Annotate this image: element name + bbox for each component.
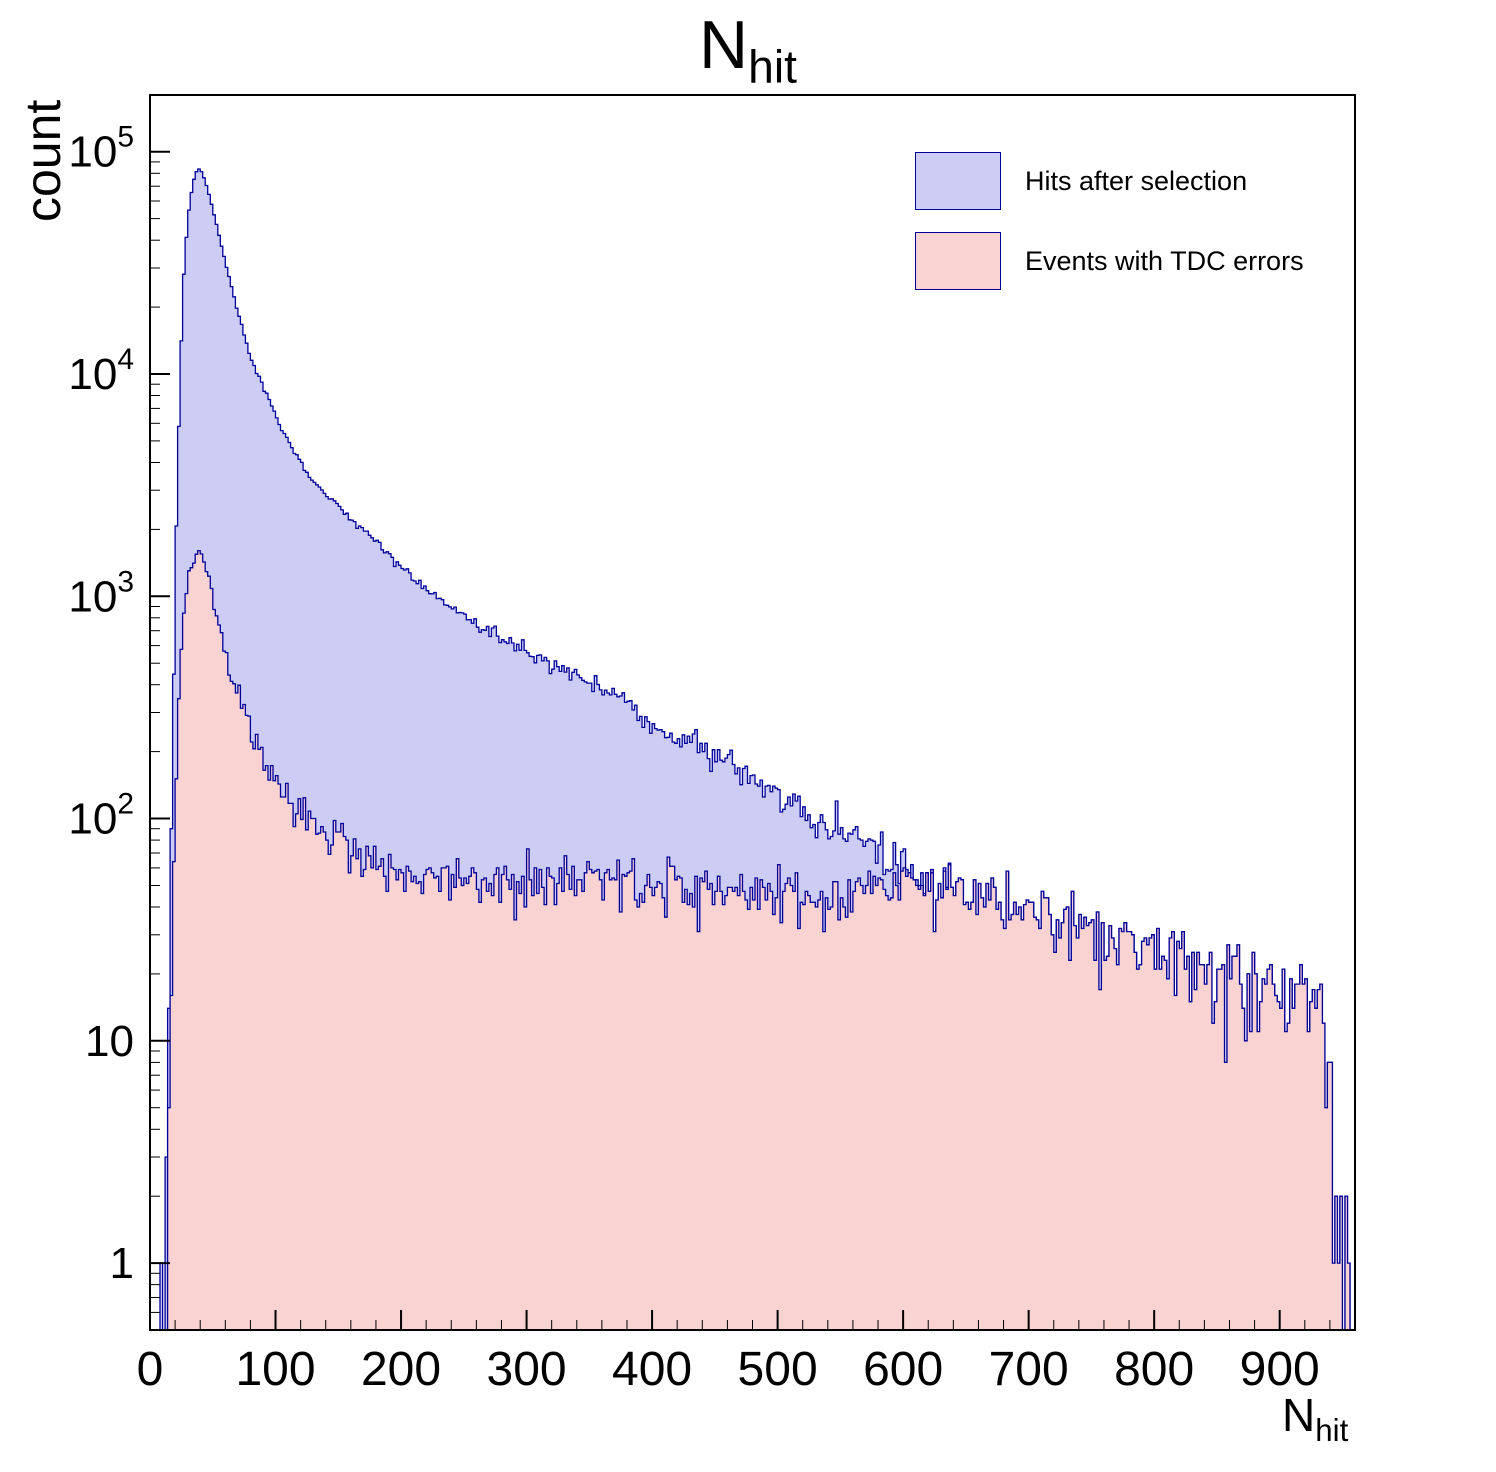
chart-title-sub: hit [748, 40, 797, 93]
legend-swatch-tdc-errors [915, 232, 1001, 290]
y-tick-label: 104 [68, 343, 134, 399]
x-tick-label: 600 [863, 1343, 943, 1396]
chart-title-main: N [699, 7, 749, 83]
x-tick-label: 300 [487, 1343, 567, 1396]
x-tick-label: 900 [1240, 1343, 1320, 1396]
x-axis-title-main: N [1282, 1389, 1316, 1441]
x-axis-title: Nhit [1282, 1388, 1348, 1449]
legend-entry-hits-after-selection: Hits after selection [915, 152, 1304, 210]
x-tick-label: 0 [137, 1343, 164, 1396]
x-axis-title-sub: hit [1315, 1413, 1349, 1449]
y-tick-label: 105 [68, 121, 134, 177]
legend-swatch-hits-after-selection [915, 152, 1001, 210]
x-tick-label: 100 [235, 1343, 315, 1396]
legend: Hits after selection Events with TDC err… [915, 152, 1304, 312]
y-axis-title: count [15, 99, 71, 222]
legend-label-tdc-errors: Events with TDC errors [1025, 245, 1304, 276]
y-tick-label: 103 [68, 565, 134, 621]
series-events-with-tdc-errors [166, 549, 1351, 1331]
y-tick-label: 1 [110, 1239, 134, 1288]
x-tick-label: 700 [989, 1343, 1069, 1396]
x-tick-label: 500 [738, 1343, 818, 1396]
legend-entry-tdc-errors: Events with TDC errors [915, 232, 1304, 290]
x-tick-label: 200 [361, 1343, 441, 1396]
x-tick-label: 400 [612, 1343, 692, 1396]
legend-label-hits-after-selection: Hits after selection [1025, 165, 1248, 196]
chart-title: Nhit [0, 6, 1496, 94]
x-tick-label: 800 [1114, 1343, 1194, 1396]
y-tick-label: 102 [68, 788, 134, 844]
y-tick-label: 10 [85, 1017, 134, 1066]
